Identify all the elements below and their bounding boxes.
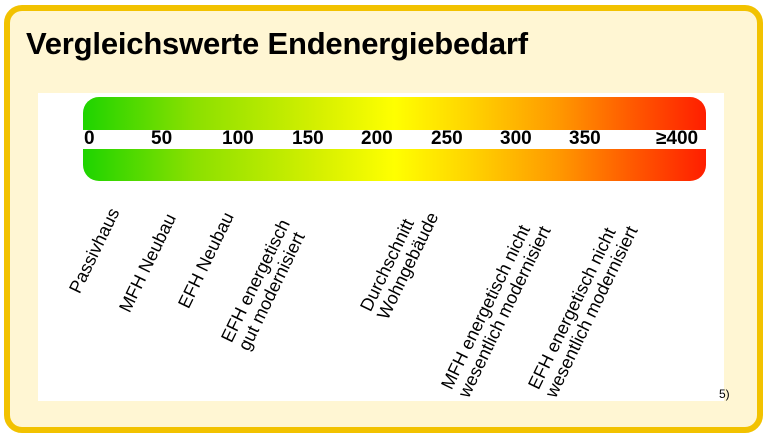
scale-tick-400-plus: ≥400	[656, 128, 699, 149]
slide-title: Vergleichswerte Endenergiebedarf	[26, 26, 528, 61]
energy-scale-bar-top	[83, 97, 706, 130]
scale-tick-150: 150	[292, 128, 324, 149]
scale-tick-300: 300	[500, 128, 532, 149]
scale-tick-0: 0	[84, 128, 95, 149]
scale-tick-100: 100	[222, 128, 254, 149]
scale-label-band	[83, 130, 706, 149]
scale-tick-250: 250	[431, 128, 463, 149]
scale-tick-350: 350	[569, 128, 601, 149]
footnote-marker: 5)	[719, 387, 730, 401]
scale-tick-50: 50	[151, 128, 173, 149]
scale-tick-200: 200	[361, 128, 393, 149]
energy-scale-bar-bottom	[83, 149, 706, 181]
